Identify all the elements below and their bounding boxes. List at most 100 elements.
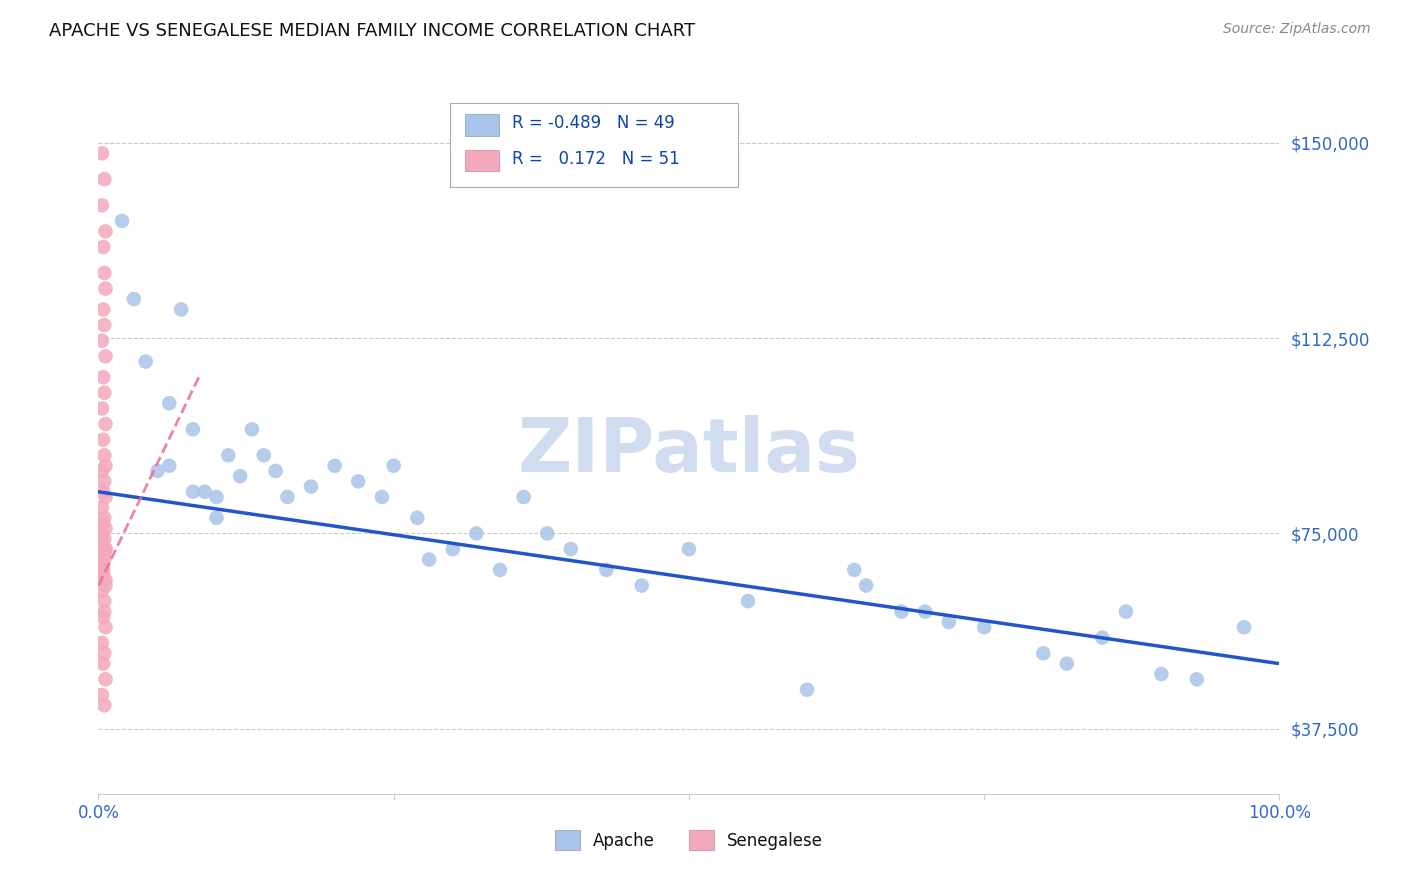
Point <box>914 605 936 619</box>
Point <box>276 490 298 504</box>
Point <box>93 385 115 400</box>
Point <box>855 578 877 592</box>
Point <box>973 620 995 634</box>
Point <box>1056 657 1078 671</box>
Point <box>205 490 228 504</box>
Point <box>91 526 114 541</box>
Point <box>181 422 204 436</box>
Point <box>536 526 558 541</box>
Point <box>94 490 117 504</box>
Point <box>91 464 114 478</box>
Point <box>181 484 204 499</box>
Point <box>135 354 157 368</box>
Point <box>91 334 114 348</box>
Point <box>91 636 114 650</box>
Point <box>91 484 114 499</box>
Point <box>91 563 114 577</box>
Point <box>94 349 117 363</box>
Point <box>93 594 115 608</box>
Point <box>91 146 114 161</box>
Legend: Apache, Senegalese: Apache, Senegalese <box>548 823 830 857</box>
Point <box>1185 673 1208 687</box>
Point <box>91 558 114 572</box>
Point <box>94 578 117 592</box>
Point <box>595 563 617 577</box>
Point <box>93 266 115 280</box>
Point <box>91 198 114 212</box>
Point <box>512 490 534 504</box>
Point <box>93 646 115 660</box>
Point <box>157 396 180 410</box>
Point <box>93 532 115 546</box>
Point <box>418 552 440 566</box>
Point <box>347 475 370 489</box>
Point <box>94 282 117 296</box>
Text: APACHE VS SENEGALESE MEDIAN FAMILY INCOME CORRELATION CHART: APACHE VS SENEGALESE MEDIAN FAMILY INCOM… <box>49 22 696 40</box>
Point <box>94 574 117 588</box>
Point <box>94 417 117 431</box>
Point <box>94 620 117 634</box>
Point <box>146 464 169 478</box>
Point <box>630 578 652 592</box>
Point <box>844 563 866 577</box>
Point <box>91 433 114 447</box>
Point <box>157 458 180 473</box>
Point <box>441 542 464 557</box>
Point <box>91 240 114 254</box>
Point <box>1115 605 1137 619</box>
Point <box>91 657 114 671</box>
Point <box>93 698 115 713</box>
Point <box>170 302 193 317</box>
Point <box>299 479 322 493</box>
Point <box>1091 631 1114 645</box>
Point <box>465 526 488 541</box>
Point <box>91 370 114 384</box>
Point <box>371 490 394 504</box>
Text: Source: ZipAtlas.com: Source: ZipAtlas.com <box>1223 22 1371 37</box>
Point <box>93 552 115 566</box>
Point <box>94 458 117 473</box>
Point <box>253 448 276 462</box>
Point <box>94 673 117 687</box>
Point <box>91 563 114 577</box>
Point <box>91 401 114 416</box>
Point <box>796 682 818 697</box>
Point <box>1233 620 1256 634</box>
Point <box>938 615 960 629</box>
Point <box>194 484 217 499</box>
Point <box>91 688 114 702</box>
Point <box>93 318 115 332</box>
Point <box>890 605 912 619</box>
Point <box>91 609 114 624</box>
Point <box>94 542 117 557</box>
Point <box>122 292 145 306</box>
Point <box>737 594 759 608</box>
Text: R =   0.172   N = 51: R = 0.172 N = 51 <box>512 150 679 168</box>
Text: ZIPatlas: ZIPatlas <box>517 415 860 488</box>
Point <box>91 537 114 551</box>
Point <box>229 469 252 483</box>
Point <box>217 448 239 462</box>
Point <box>94 224 117 238</box>
Point <box>91 583 114 598</box>
Point <box>93 547 115 561</box>
Point <box>94 521 117 535</box>
Text: R = -0.489   N = 49: R = -0.489 N = 49 <box>512 114 675 132</box>
Point <box>678 542 700 557</box>
Point <box>240 422 263 436</box>
Point <box>93 475 115 489</box>
Point <box>91 568 114 582</box>
Point <box>323 458 346 473</box>
Point <box>93 605 115 619</box>
Point <box>93 172 115 186</box>
Point <box>94 542 117 557</box>
Point <box>111 214 134 228</box>
Point <box>382 458 405 473</box>
Point <box>91 516 114 530</box>
Point <box>91 500 114 515</box>
Point <box>1032 646 1054 660</box>
Point <box>91 302 114 317</box>
Point <box>489 563 512 577</box>
Point <box>406 511 429 525</box>
Point <box>93 511 115 525</box>
